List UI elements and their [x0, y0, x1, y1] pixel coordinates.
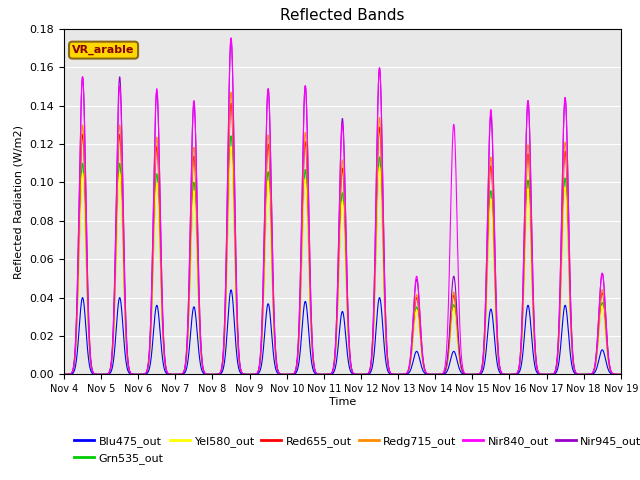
Y-axis label: Reflected Radiation (W/m2): Reflected Radiation (W/m2): [14, 125, 24, 278]
Text: VR_arable: VR_arable: [72, 45, 135, 55]
X-axis label: Time: Time: [329, 397, 356, 407]
Legend: Blu475_out, Grn535_out, Yel580_out, Red655_out, Redg715_out, Nir840_out, Nir945_: Blu475_out, Grn535_out, Yel580_out, Red6…: [70, 432, 640, 468]
Title: Reflected Bands: Reflected Bands: [280, 9, 404, 24]
